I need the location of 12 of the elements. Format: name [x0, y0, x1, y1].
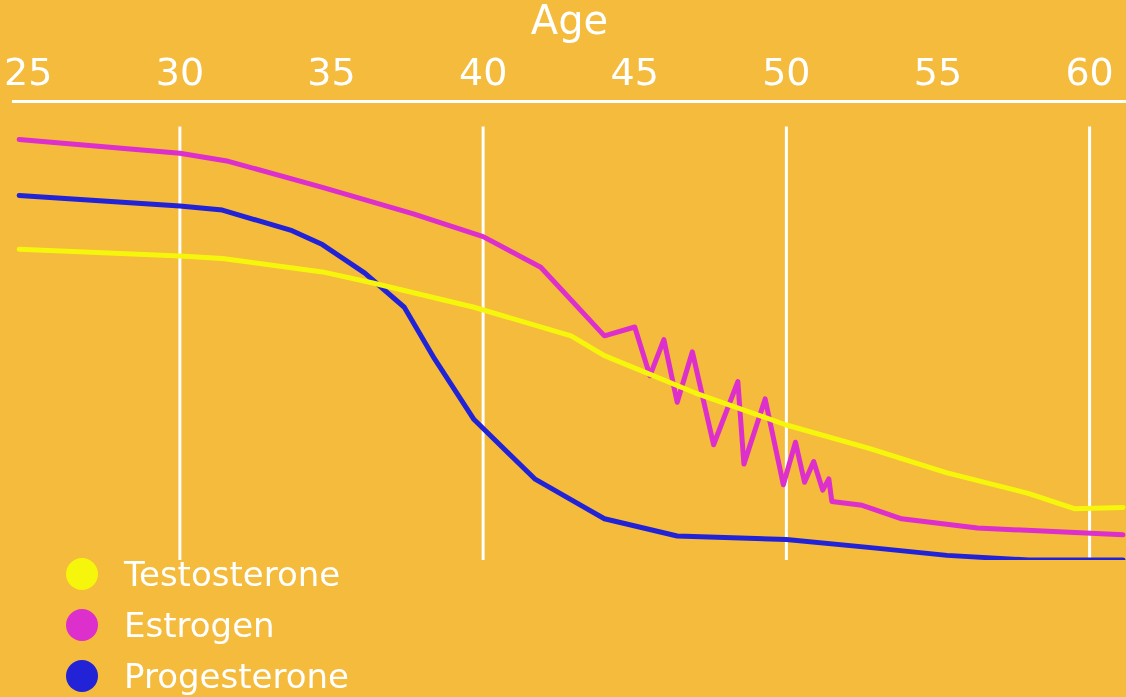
legend-label: Estrogen	[124, 604, 275, 645]
x-tick-label: 60	[1065, 49, 1114, 94]
x-tick-label: 30	[155, 49, 205, 94]
legend-label: Testosterone	[124, 553, 341, 594]
x-tick-label: 40	[458, 49, 508, 94]
x-tick-label: 35	[307, 49, 356, 94]
legend-label: Progesterone	[124, 655, 349, 696]
x-tick-label: 55	[913, 49, 963, 94]
x-axis-title: Age	[530, 0, 609, 44]
x-tick-label: 25	[4, 49, 53, 94]
x-tick-label: 45	[610, 49, 659, 94]
x-tick-label: 50	[762, 49, 811, 94]
